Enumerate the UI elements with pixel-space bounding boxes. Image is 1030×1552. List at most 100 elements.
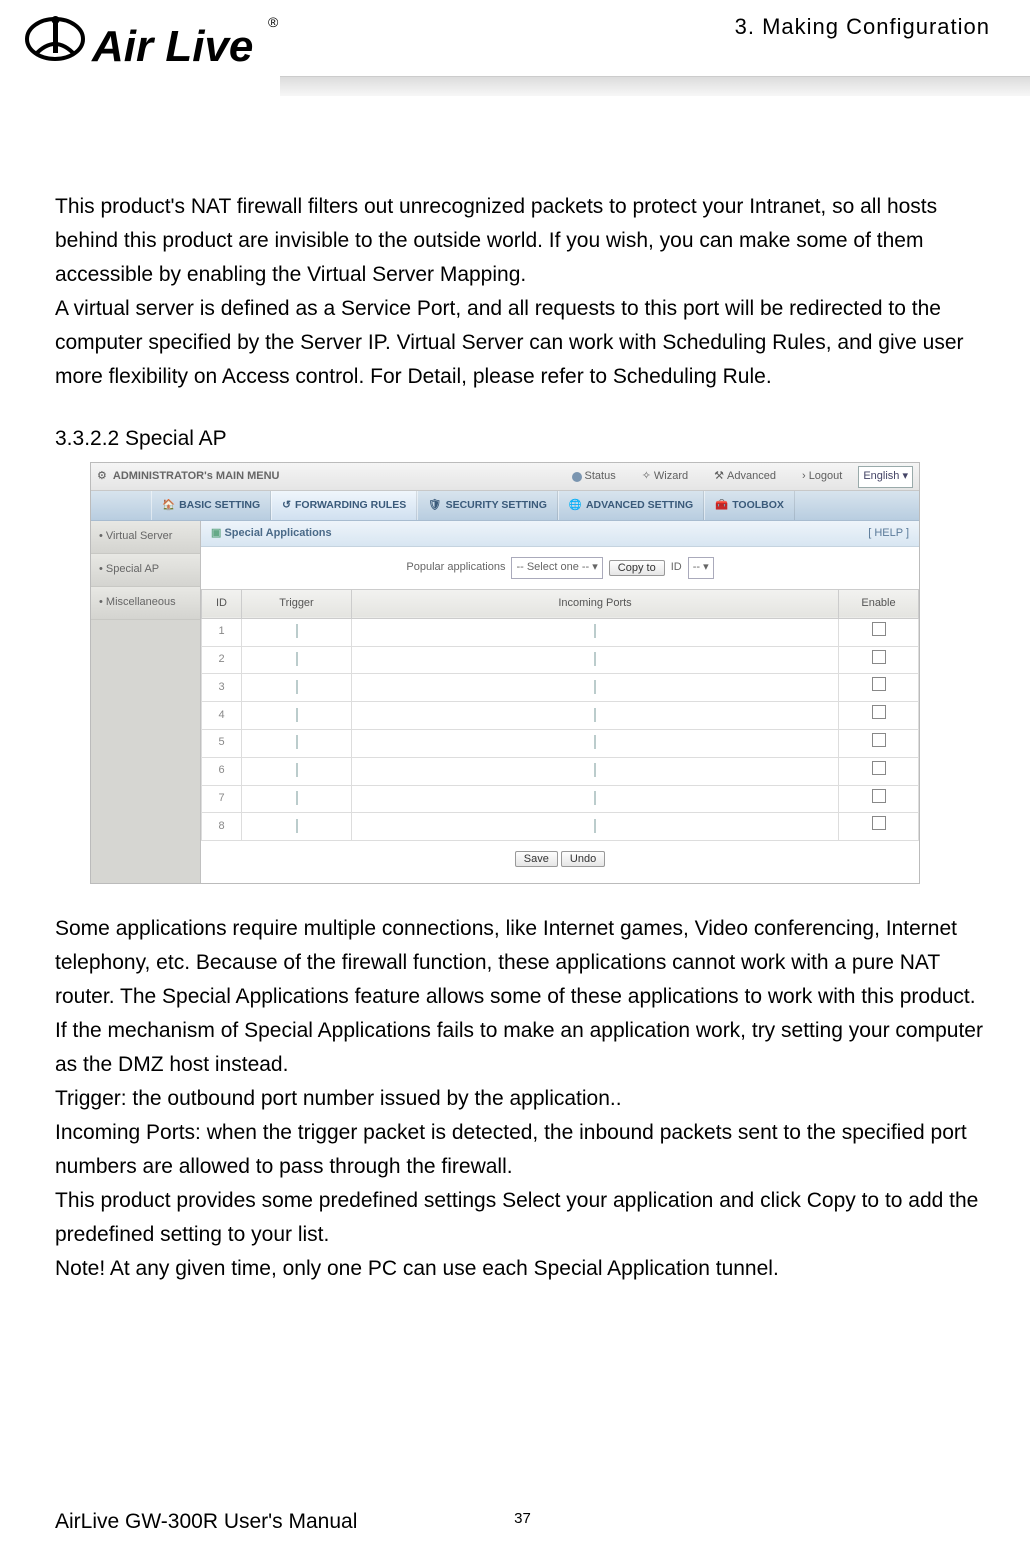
trigger-input[interactable] (296, 819, 298, 833)
airlive-logo: Air Live ® (20, 5, 280, 85)
language-select[interactable]: English ▾ (858, 466, 913, 488)
trigger-input[interactable] (296, 624, 298, 638)
paragraph-virtual-server: A virtual server is defined as a Service… (55, 292, 990, 394)
ss-tabbar: 🏠BASIC SETTING ↺FORWARDING RULES 🛡SECURI… (91, 491, 919, 521)
svg-text:®: ® (268, 14, 279, 30)
chapter-title: 3. Making Configuration (735, 14, 990, 40)
popular-apps-label: Popular applications (406, 559, 505, 577)
ss-topbar: ⚙ ADMINISTRATOR's MAIN MENU Status ✧Wiza… (91, 463, 919, 491)
popular-apps-row: Popular applications -- Select one -- ▾ … (201, 547, 919, 589)
incoming-ports-input[interactable] (594, 735, 596, 749)
trigger-input[interactable] (296, 763, 298, 777)
enable-checkbox[interactable] (872, 761, 886, 775)
table-row: 5 (202, 729, 919, 757)
enable-checkbox[interactable] (872, 677, 886, 691)
cell-id: 3 (202, 674, 242, 702)
trigger-input[interactable] (296, 735, 298, 749)
table-row: 7 (202, 785, 919, 813)
incoming-ports-input[interactable] (594, 708, 596, 722)
popular-apps-select[interactable]: -- Select one -- ▾ (511, 557, 602, 579)
sidebar-item-virtual-server[interactable]: • Virtual Server (91, 521, 200, 554)
paragraph-note: Note! At any given time, only one PC can… (55, 1252, 990, 1286)
trigger-input[interactable] (296, 680, 298, 694)
tab-advanced-setting[interactable]: 🌐ADVANCED SETTING (558, 491, 704, 520)
tab-toolbox[interactable]: 🧰TOOLBOX (704, 491, 795, 520)
toolbox-icon: 🧰 (715, 497, 728, 514)
svg-text:Air Live: Air Live (91, 22, 253, 71)
cell-id: 6 (202, 757, 242, 785)
cell-id: 5 (202, 729, 242, 757)
incoming-ports-input[interactable] (594, 680, 596, 694)
paragraph-special-apps-desc: Some applications require multiple conne… (55, 912, 990, 1082)
trigger-input[interactable] (296, 708, 298, 722)
advanced-icon: ⚒ (714, 468, 724, 486)
tab-security-setting[interactable]: 🛡SECURITY SETTING (417, 491, 558, 520)
status-icon (572, 472, 582, 482)
page-header: Air Live ® 3. Making Configuration (0, 0, 1030, 130)
gear-icon: ⚙ (97, 468, 107, 486)
incoming-ports-input[interactable] (594, 763, 596, 777)
save-button[interactable]: Save (515, 851, 558, 867)
paragraph-predefined: This product provides some predefined se… (55, 1184, 990, 1252)
enable-checkbox[interactable] (872, 650, 886, 664)
special-ap-screenshot: ⚙ ADMINISTRATOR's MAIN MENU Status ✧Wiza… (90, 462, 920, 884)
trigger-input[interactable] (296, 652, 298, 666)
page-number: 37 (514, 1510, 531, 1527)
cell-id: 8 (202, 813, 242, 841)
enable-checkbox[interactable] (872, 816, 886, 830)
header-divider (0, 76, 1030, 96)
action-row: Save Undo (201, 841, 919, 883)
incoming-ports-input[interactable] (594, 624, 596, 638)
globe-icon: 🌐 (569, 497, 582, 514)
id-label: ID (671, 559, 682, 577)
incoming-ports-input[interactable] (594, 819, 596, 833)
enable-checkbox[interactable] (872, 705, 886, 719)
incoming-ports-input[interactable] (594, 652, 596, 666)
id-select[interactable]: -- ▾ (688, 557, 714, 579)
square-icon: ▣ (211, 525, 221, 543)
table-row: 6 (202, 757, 919, 785)
cell-id: 1 (202, 618, 242, 646)
enable-checkbox[interactable] (872, 622, 886, 636)
paragraph-trigger: Trigger: the outbound port number issued… (55, 1082, 990, 1116)
col-id: ID (202, 589, 242, 618)
help-link[interactable]: [ HELP ] (868, 525, 909, 543)
cell-id: 2 (202, 646, 242, 674)
cell-id: 4 (202, 702, 242, 730)
panel-title: Special Applications (224, 525, 331, 543)
ss-sidebar: • Virtual Server • Special AP • Miscella… (91, 521, 201, 883)
paragraph-incoming-ports: Incoming Ports: when the trigger packet … (55, 1116, 990, 1184)
col-incoming: Incoming Ports (352, 589, 839, 618)
status-link[interactable]: Status (562, 468, 626, 486)
sidebar-item-miscellaneous[interactable]: • Miscellaneous (91, 587, 200, 620)
col-trigger: Trigger (242, 589, 352, 618)
section-heading-special-ap: 3.3.2.2 Special AP (55, 422, 990, 456)
sidebar-item-special-ap[interactable]: • Special AP (91, 554, 200, 587)
ss-main-panel: ▣ Special Applications [ HELP ] Popular … (201, 521, 919, 883)
advanced-link[interactable]: ⚒Advanced (704, 468, 786, 486)
admin-main-menu-title: ADMINISTRATOR's MAIN MENU (113, 468, 280, 486)
tab-forwarding-rules[interactable]: ↺FORWARDING RULES (271, 491, 417, 520)
page-content: This product's NAT firewall filters out … (0, 130, 1030, 1286)
forward-icon: ↺ (282, 497, 291, 514)
shield-icon: 🛡 (428, 497, 441, 514)
manual-title: AirLive GW-300R User's Manual (55, 1510, 357, 1534)
special-apps-table: ID Trigger Incoming Ports Enable 1234567… (201, 589, 919, 841)
table-row: 4 (202, 702, 919, 730)
table-row: 2 (202, 646, 919, 674)
page-footer: AirLive GW-300R User's Manual 37 (55, 1510, 990, 1534)
incoming-ports-input[interactable] (594, 791, 596, 805)
table-row: 1 (202, 618, 919, 646)
table-row: 8 (202, 813, 919, 841)
panel-header: ▣ Special Applications [ HELP ] (201, 521, 919, 547)
copy-to-button[interactable]: Copy to (609, 560, 665, 576)
logout-link[interactable]: › Logout (792, 468, 852, 486)
cell-id: 7 (202, 785, 242, 813)
trigger-input[interactable] (296, 791, 298, 805)
wizard-link[interactable]: ✧Wizard (632, 468, 698, 486)
enable-checkbox[interactable] (872, 733, 886, 747)
tab-basic-setting[interactable]: 🏠BASIC SETTING (151, 491, 271, 520)
undo-button[interactable]: Undo (561, 851, 605, 867)
wizard-icon: ✧ (642, 468, 651, 486)
enable-checkbox[interactable] (872, 789, 886, 803)
